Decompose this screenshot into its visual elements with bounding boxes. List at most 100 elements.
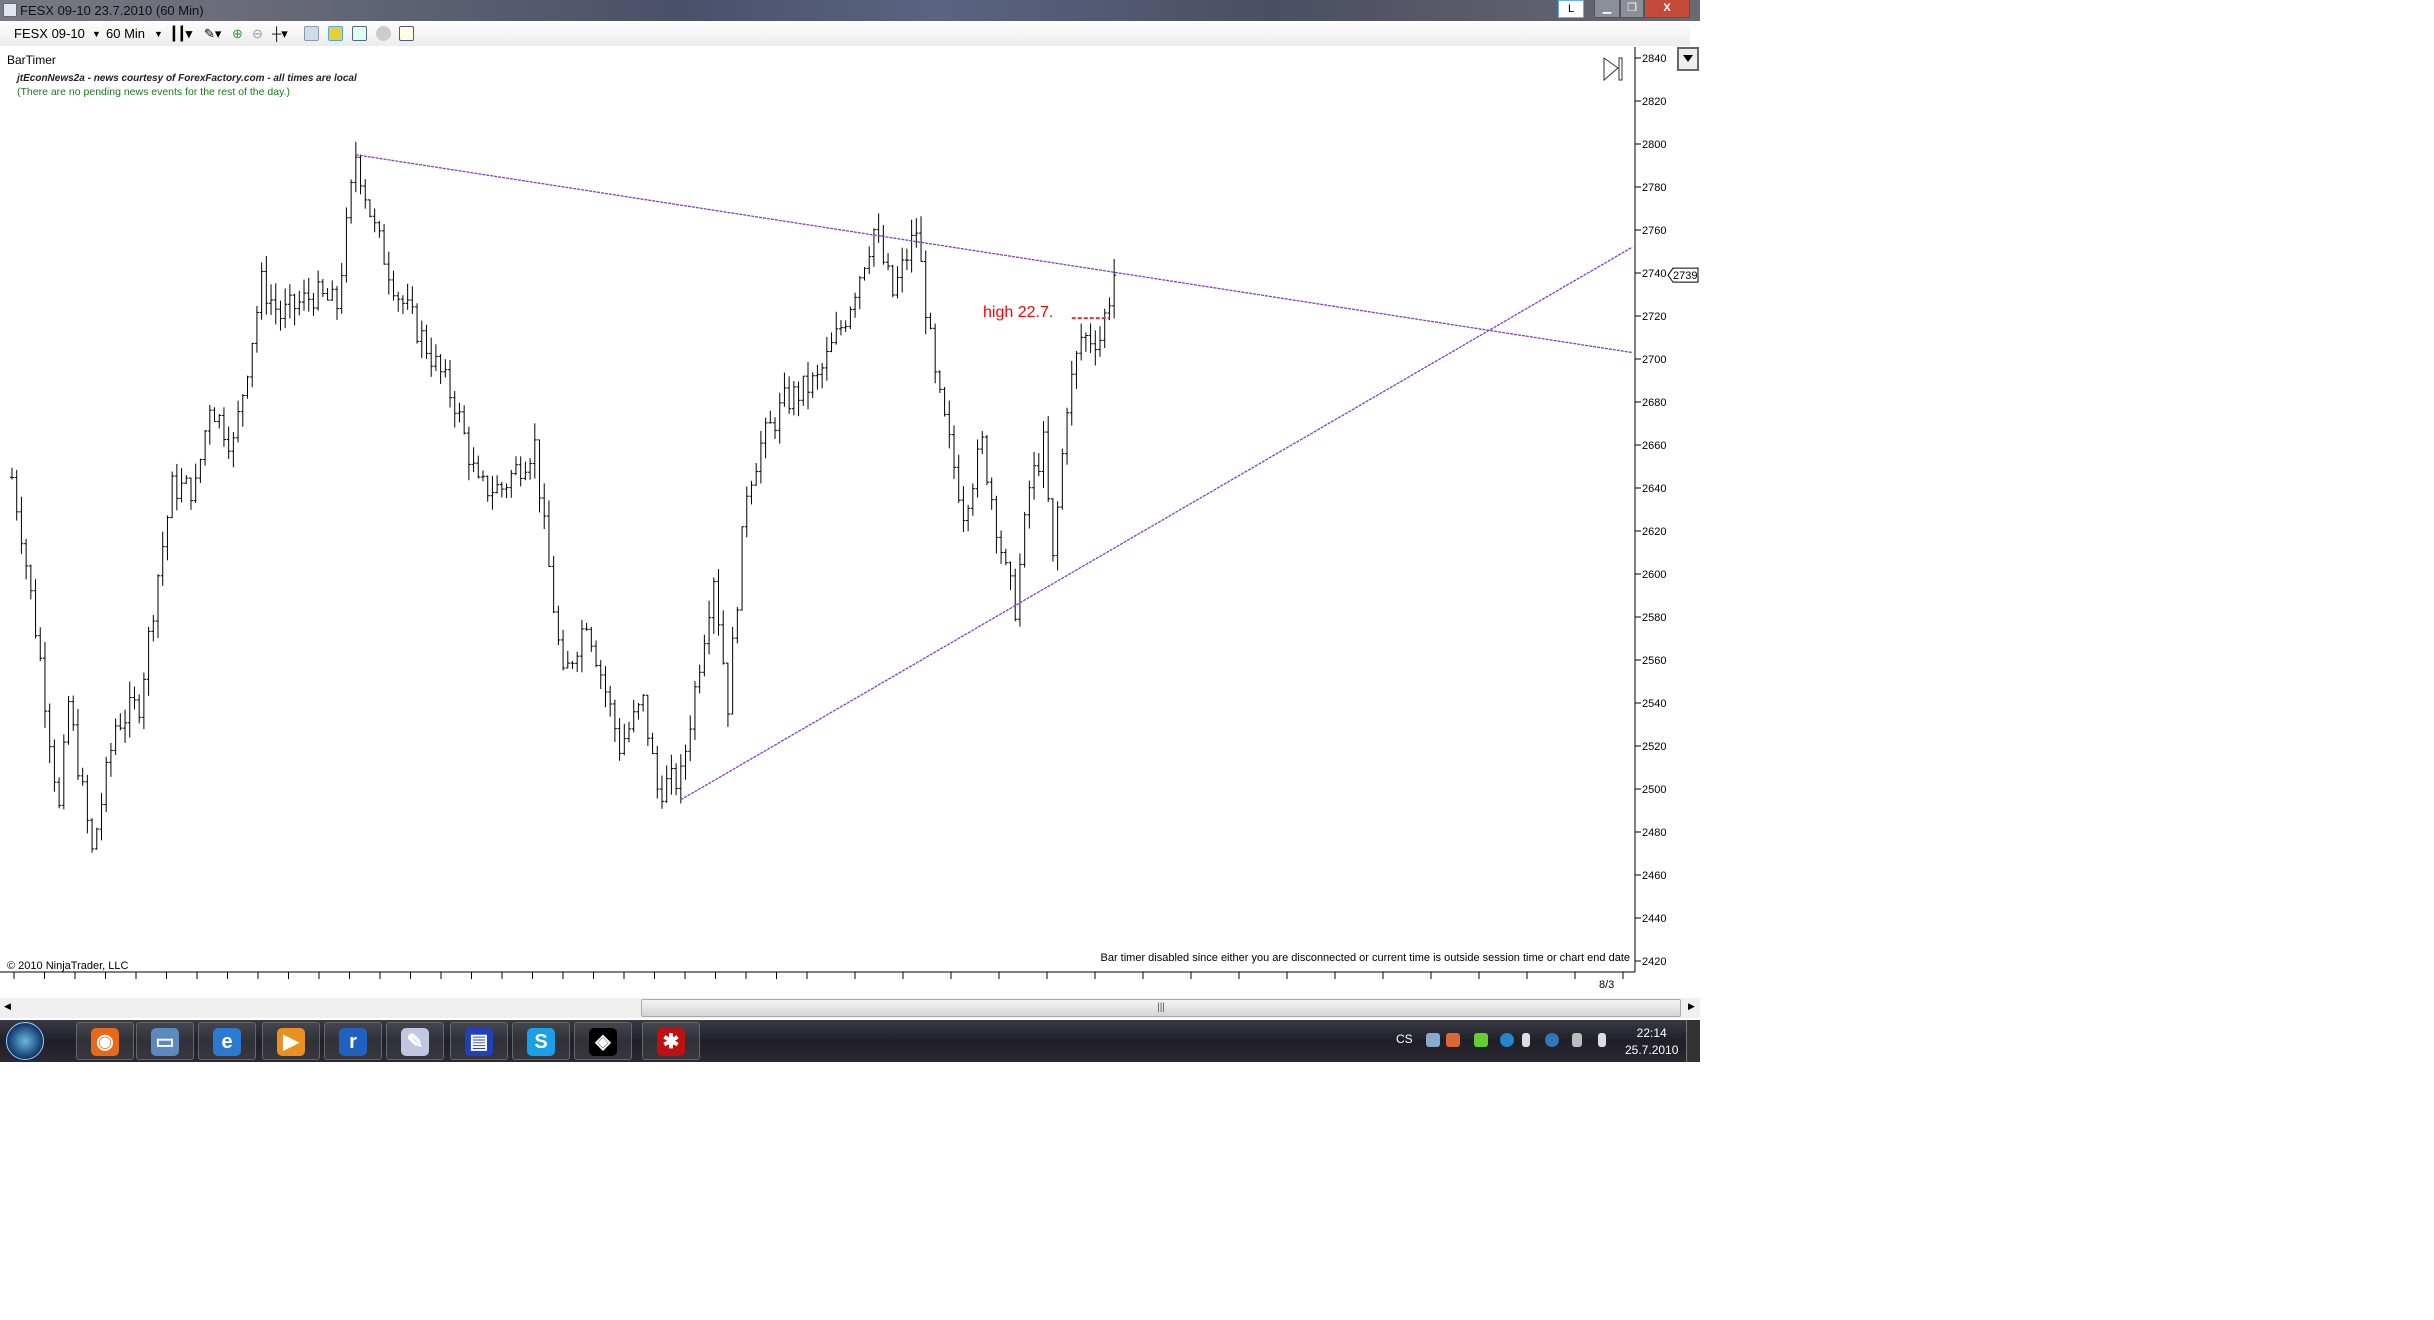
title-bar: FESX 09-10 23.7.2010 (60 Min) L ▁ ❐ X bbox=[0, 0, 1700, 21]
ohlc-bar bbox=[692, 680, 697, 740]
interval-dropdown-icon[interactable]: ▼ bbox=[154, 29, 163, 39]
tray-q-icon[interactable] bbox=[1500, 1033, 1514, 1047]
ohlc-bar bbox=[909, 219, 914, 273]
data-box-icon[interactable] bbox=[304, 26, 319, 41]
ohlc-bar bbox=[542, 483, 547, 530]
properties-icon[interactable] bbox=[399, 26, 414, 41]
y-tick-label: 2520 bbox=[1642, 741, 1666, 753]
zoom-out-icon[interactable]: ⊖ bbox=[252, 26, 263, 41]
ohlc-bar bbox=[221, 407, 226, 447]
tray-flag-icon[interactable] bbox=[1522, 1033, 1530, 1047]
ohlc-bar bbox=[207, 405, 212, 445]
ohlc-bar bbox=[513, 456, 518, 476]
ohlc-bar bbox=[391, 270, 396, 301]
interval-selector[interactable]: 60 Min bbox=[106, 26, 146, 41]
ohlc-bar bbox=[655, 745, 660, 799]
bar-type-icon[interactable]: ┃┃▾ bbox=[170, 26, 193, 41]
language-bar[interactable]: CS bbox=[1396, 1032, 1413, 1046]
taskbar-internet-explorer[interactable]: e bbox=[198, 1022, 256, 1060]
price-chart[interactable]: BarTimer jtEconNews2a - news courtesy of… bbox=[0, 47, 1700, 995]
y-tick-label: 2620 bbox=[1642, 526, 1666, 538]
close-button[interactable]: X bbox=[1644, 0, 1690, 18]
clock[interactable]: 22:14 25.7.2010 bbox=[1625, 1025, 1678, 1059]
ohlc-bar bbox=[415, 303, 420, 344]
internet-explorer-icon: e bbox=[213, 1028, 241, 1056]
ohlc-bar bbox=[146, 626, 151, 696]
ohlc-bar bbox=[14, 469, 19, 521]
ohlc-bar bbox=[876, 213, 881, 243]
y-tick-label: 2600 bbox=[1642, 569, 1666, 581]
ohlc-bar bbox=[188, 477, 193, 510]
ohlc-bar bbox=[749, 480, 754, 505]
ohlc-bar bbox=[641, 694, 646, 712]
ohlc-bar bbox=[278, 300, 283, 331]
tray-a-icon[interactable] bbox=[1545, 1033, 1559, 1047]
taskbar-media-player[interactable]: ▶ bbox=[262, 1022, 320, 1060]
language-indicator[interactable]: L bbox=[1558, 0, 1584, 18]
ohlc-bar bbox=[886, 253, 891, 271]
taskbar-firefox[interactable]: ◉ bbox=[76, 1022, 134, 1060]
ohlc-bar bbox=[801, 375, 806, 406]
ohlc-bar bbox=[42, 642, 47, 728]
scrollbar-thumb[interactable]: ||| bbox=[641, 999, 1681, 1017]
taskbar-realplayer[interactable]: r bbox=[324, 1022, 382, 1060]
ohlc-bar bbox=[203, 429, 208, 466]
ohlc-bar bbox=[805, 361, 810, 410]
tray-lan-icon[interactable] bbox=[1572, 1033, 1582, 1047]
ohlc-bar bbox=[551, 555, 556, 614]
ohlc-bar bbox=[900, 247, 905, 293]
ohlc-bar bbox=[768, 410, 773, 424]
scroll-left-icon[interactable]: ◀ bbox=[4, 1001, 11, 1011]
ohlc-bar bbox=[66, 695, 71, 745]
ohlc-bar bbox=[787, 376, 792, 414]
ohlc-bar bbox=[1027, 480, 1032, 529]
ohlc-bar bbox=[382, 224, 387, 265]
ohlc-bar bbox=[773, 417, 778, 440]
taskbar-remote-desktop[interactable]: ▭ bbox=[136, 1022, 194, 1060]
horizontal-scrollbar[interactable]: ◀ ||| ▶ bbox=[0, 998, 1700, 1018]
ohlc-bar bbox=[471, 447, 476, 473]
ohlc-bar bbox=[118, 713, 123, 731]
ohlc-bar bbox=[1017, 553, 1022, 627]
tray-network-icon[interactable] bbox=[1426, 1033, 1440, 1047]
ohlc-bar bbox=[1036, 453, 1041, 477]
restore-button[interactable]: ❐ bbox=[1620, 0, 1644, 18]
x-tick-label: 8/3 bbox=[1599, 979, 1614, 991]
y-tick-label: 2660 bbox=[1642, 440, 1666, 452]
strategy-icon[interactable] bbox=[328, 26, 343, 41]
tray-check-icon[interactable] bbox=[1474, 1033, 1488, 1047]
indicators-icon[interactable] bbox=[352, 26, 367, 41]
ohlc-bar bbox=[28, 564, 33, 600]
ohlc-bar bbox=[339, 262, 344, 314]
ohlc-bar bbox=[250, 342, 255, 388]
minimize-button[interactable]: ▁ bbox=[1594, 0, 1620, 18]
taskbar-paint[interactable]: ✎ bbox=[386, 1022, 444, 1060]
ohlc-bar bbox=[504, 483, 509, 499]
taskbar-save[interactable]: ▤ bbox=[450, 1022, 508, 1060]
taskbar-skype[interactable]: S bbox=[512, 1022, 570, 1060]
show-desktop-button[interactable] bbox=[1686, 1020, 1700, 1062]
security-icon: ✱ bbox=[657, 1028, 685, 1056]
ohlc-bar bbox=[1041, 421, 1046, 489]
ohlc-bar bbox=[970, 483, 975, 516]
zoom-in-icon[interactable]: ⊕ bbox=[232, 26, 243, 41]
instrument-selector[interactable]: FESX 09-10 bbox=[14, 26, 85, 41]
scroll-right-icon[interactable]: ▶ bbox=[1688, 1001, 1695, 1011]
drawing-pencil-icon[interactable]: ✎▾ bbox=[204, 26, 222, 41]
start-button[interactable] bbox=[6, 1022, 44, 1060]
tray-speaker-icon[interactable] bbox=[1446, 1033, 1460, 1047]
currency-icon[interactable] bbox=[376, 26, 391, 41]
ohlc-bar bbox=[71, 695, 76, 731]
ohlc-bar bbox=[966, 504, 971, 532]
instrument-dropdown-icon[interactable]: ▼ bbox=[92, 29, 101, 39]
taskbar-security[interactable]: ✱ bbox=[642, 1022, 700, 1060]
ohlc-bar bbox=[890, 264, 895, 298]
taskbar-ninjatrader[interactable]: ◈ bbox=[574, 1022, 632, 1060]
y-tick-label: 2700 bbox=[1642, 354, 1666, 366]
scroll-to-end-icon[interactable] bbox=[1603, 57, 1623, 82]
axis-menu-button[interactable] bbox=[1677, 47, 1699, 71]
ohlc-bar bbox=[561, 629, 566, 671]
crosshair-icon[interactable]: ┼▾ bbox=[272, 26, 288, 41]
ohlc-bar bbox=[490, 475, 495, 510]
tray-volume-icon[interactable] bbox=[1598, 1033, 1606, 1047]
